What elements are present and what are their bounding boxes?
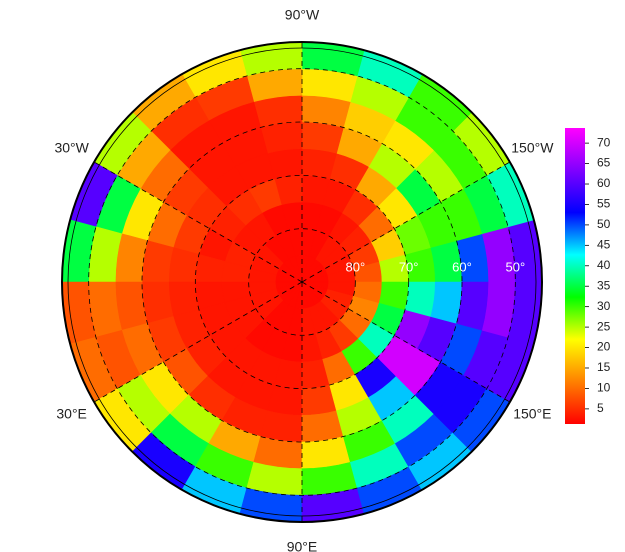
cell xyxy=(301,121,344,154)
colorbar-tick-label: 25 xyxy=(597,319,611,333)
parallel-line xyxy=(88,68,516,496)
colorbar-tick-label: 65 xyxy=(597,156,611,170)
parallel-label: 70° xyxy=(399,259,419,274)
meridian-line xyxy=(93,161,303,283)
colorbar-tick-label: 60 xyxy=(597,176,611,190)
parallel-line xyxy=(248,228,356,336)
parallel-label: 60° xyxy=(452,259,472,274)
cell xyxy=(141,281,174,324)
meridian-label: 90°E xyxy=(287,539,318,552)
cell xyxy=(430,281,463,324)
meridian-label: 150°E xyxy=(513,406,551,422)
colorbar-tick-label: 50 xyxy=(597,217,611,231)
colorbar-tick-label: 45 xyxy=(597,238,611,252)
colorbar-tick-label: 20 xyxy=(597,340,611,354)
cell xyxy=(260,121,303,154)
colorbar-tick-label: 40 xyxy=(597,258,611,272)
colorbar-tick-label: 30 xyxy=(597,299,611,313)
parallel-line xyxy=(194,174,410,390)
colorbar xyxy=(565,128,585,424)
meridian-label: 150°W xyxy=(511,140,554,156)
meridian-label: 30°E xyxy=(56,406,87,422)
map-border xyxy=(61,41,543,523)
colorbar-tick-label: 35 xyxy=(597,278,611,292)
meridian-line xyxy=(301,161,511,283)
meridian-label: 30°W xyxy=(54,140,89,156)
meridian-label: 90°W xyxy=(285,7,320,23)
colorbar-tick-label: 55 xyxy=(597,197,611,211)
colorbar-tick-label: 70 xyxy=(597,135,611,149)
colorbar-tick-label: 5 xyxy=(597,401,604,415)
colorbar-tick-label: 15 xyxy=(597,360,611,374)
parallel-line xyxy=(141,121,463,443)
parallel-label: 80° xyxy=(345,259,365,274)
colorbar-tick-label: 10 xyxy=(597,381,611,395)
cell xyxy=(141,240,174,283)
parallel-label: 50° xyxy=(505,259,525,274)
meridian-line xyxy=(301,281,511,403)
cell xyxy=(301,410,344,443)
meridian-line xyxy=(93,281,303,403)
map-border xyxy=(67,47,537,517)
cell xyxy=(260,410,303,443)
